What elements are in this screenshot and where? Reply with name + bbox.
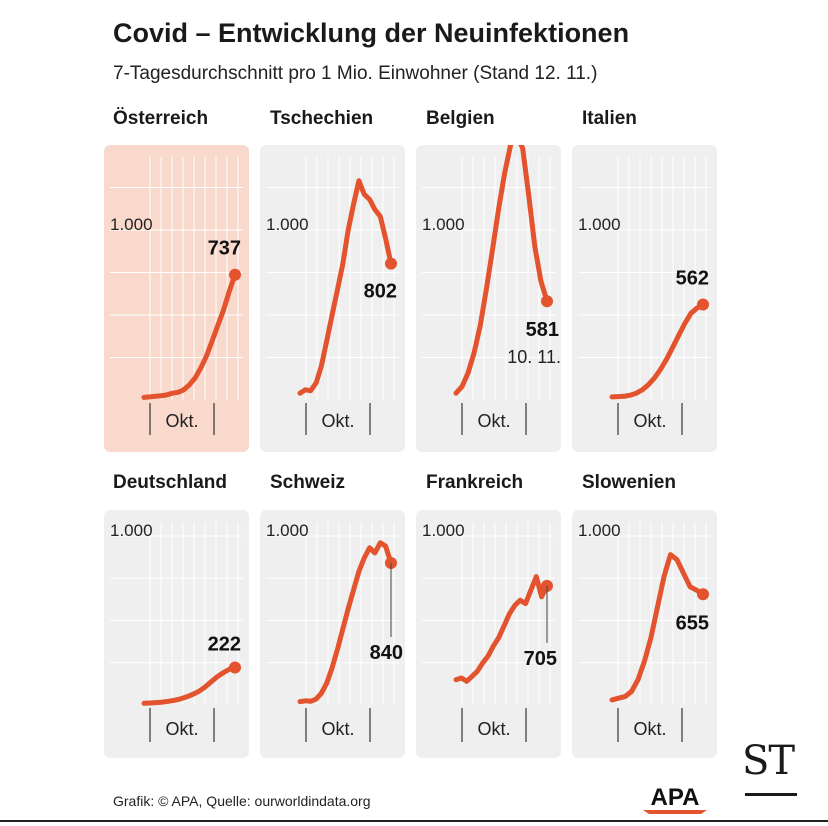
series-end-point <box>385 257 397 270</box>
series-end-point <box>229 268 241 281</box>
x-axis-label: Okt. <box>477 719 510 739</box>
series-end-point <box>541 295 553 308</box>
source-note: Grafik: © APA, Quelle: ourworldindata.or… <box>113 793 371 809</box>
chart-panel-italien: 1.000 Okt. 562 <box>572 145 717 452</box>
panel-title-belgien: Belgien <box>426 108 495 129</box>
series-end-point <box>229 661 241 674</box>
x-axis-label: Okt. <box>165 411 198 431</box>
apa-logo: APA <box>643 784 707 814</box>
series-line <box>297 178 394 396</box>
ref-label-1000: 1.000 <box>266 521 309 540</box>
chart-panel-slowenien: 1.000 Okt. 655 <box>572 510 717 758</box>
panel-background <box>572 145 717 452</box>
chart-svg: 1.000 Okt. 802 <box>260 145 405 452</box>
series-line <box>609 302 706 400</box>
end-value-label: 655 <box>676 612 709 634</box>
series-line <box>453 145 550 396</box>
chart-svg: 1.000 Okt. 222 <box>104 510 249 758</box>
chart-svg: 1.000 Okt. 737 <box>104 145 249 452</box>
chart-panel-schweiz: 1.000 Okt. 840 <box>260 510 405 758</box>
series-line <box>141 272 238 400</box>
chart-svg: 1.000 Okt. 705 <box>416 510 561 758</box>
x-axis-label: Okt. <box>321 719 354 739</box>
series-line <box>609 552 706 703</box>
ref-label-1000: 1.000 <box>266 215 309 234</box>
end-value-label: 562 <box>676 267 709 289</box>
x-axis-label: Okt. <box>477 411 510 431</box>
end-value-label: 840 <box>370 642 403 664</box>
panel-background <box>260 145 405 452</box>
chart-panel-frankreich: 1.000 Okt. 705 <box>416 510 561 758</box>
x-axis-label: Okt. <box>165 719 198 739</box>
panel-title-schweiz: Schweiz <box>270 472 345 493</box>
st-logo-underline <box>745 793 797 796</box>
panel-title-slowenien: Slowenien <box>582 472 676 493</box>
end-date-label: 10. 11. <box>507 347 561 367</box>
panel-title-deutschland: Deutschland <box>113 472 228 493</box>
series-end-point <box>697 588 709 601</box>
end-value-label: 581 <box>526 319 559 341</box>
chart-svg: 1.000 Okt. 840 <box>260 510 405 758</box>
x-axis-label: Okt. <box>633 719 666 739</box>
ref-label-1000: 1.000 <box>578 215 621 234</box>
series-end-point <box>697 298 709 311</box>
series-line <box>453 574 550 684</box>
chart-panel-tschechien: 1.000 Okt. 802 <box>260 145 405 452</box>
series-line <box>297 540 394 705</box>
panel-background <box>104 510 249 758</box>
panel-title-italien: Italien <box>582 108 637 129</box>
chart-svg: 1.000 Okt. 655 <box>572 510 717 758</box>
chart-svg: 1.000 Okt. 581 10. 11. <box>416 145 561 452</box>
ref-label-1000: 1.000 <box>422 215 465 234</box>
ref-label-1000: 1.000 <box>110 215 153 234</box>
page-subtitle: 7-Tagesdurchschnitt pro 1 Mio. Einwohner… <box>113 63 598 84</box>
end-value-label: 737 <box>208 238 241 260</box>
x-axis-label: Okt. <box>321 411 354 431</box>
chart-panel-oesterreich: 1.000 Okt. 737 <box>104 145 249 452</box>
series-end-point <box>541 579 553 592</box>
ref-label-1000: 1.000 <box>422 521 465 540</box>
bottom-rule <box>0 820 828 822</box>
series-line <box>141 665 238 706</box>
panel-background <box>416 510 561 758</box>
chart-panel-deutschland: 1.000 Okt. 222 <box>104 510 249 758</box>
chart-svg: 1.000 Okt. 562 <box>572 145 717 452</box>
st-logo: ST <box>742 738 795 784</box>
panel-title-oesterreich: Österreich <box>113 108 209 129</box>
end-value-label: 705 <box>524 648 557 670</box>
panel-title-tschechien: Tschechien <box>270 108 374 129</box>
apa-logo-text: APA <box>651 784 700 811</box>
ref-label-1000: 1.000 <box>578 521 621 540</box>
ref-label-1000: 1.000 <box>110 521 153 540</box>
page-title: Covid – Entwicklung der Neuinfektionen <box>113 18 630 48</box>
panel-background <box>104 145 249 452</box>
series-end-point <box>385 557 397 570</box>
panel-background <box>416 145 561 452</box>
end-value-label: 222 <box>208 633 241 655</box>
end-value-label: 802 <box>364 281 397 303</box>
chart-panel-belgien: 1.000 Okt. 581 10. 11. <box>416 145 561 452</box>
panel-title-frankreich: Frankreich <box>426 472 524 493</box>
panel-background <box>260 510 405 758</box>
x-axis-label: Okt. <box>633 411 666 431</box>
